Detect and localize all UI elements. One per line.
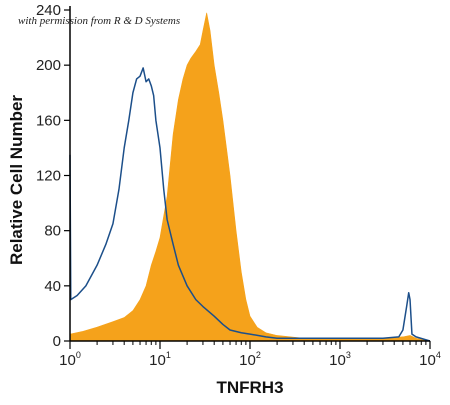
x-axis-label: TNFRH3 — [216, 378, 283, 397]
x-tick-label: 103 — [329, 350, 351, 369]
plot-area — [69, 12, 431, 342]
x-tick-label: 104 — [419, 350, 441, 369]
y-tick-label: 200 — [36, 57, 61, 74]
x-tick-label: 100 — [59, 350, 81, 369]
axes: 0 40 80 120 160 200 240 100 101 102 103 104 — [36, 2, 441, 369]
y-tick-label: 80 — [44, 223, 61, 240]
y-tick-label: 240 — [36, 2, 61, 19]
y-axis-label: Relative Cell Number — [7, 95, 26, 265]
histogram-filled-series — [69, 12, 431, 342]
histogram-outline-series — [69, 67, 431, 342]
y-tick-label: 40 — [44, 278, 61, 295]
x-tick-label: 102 — [239, 350, 261, 369]
x-tick-label: 101 — [149, 350, 171, 369]
y-tick-label: 160 — [36, 112, 61, 129]
watermark-text: with permission from R & D Systems — [18, 15, 180, 27]
y-tick-label: 0 — [53, 333, 61, 350]
y-tick-label: 120 — [36, 168, 61, 185]
